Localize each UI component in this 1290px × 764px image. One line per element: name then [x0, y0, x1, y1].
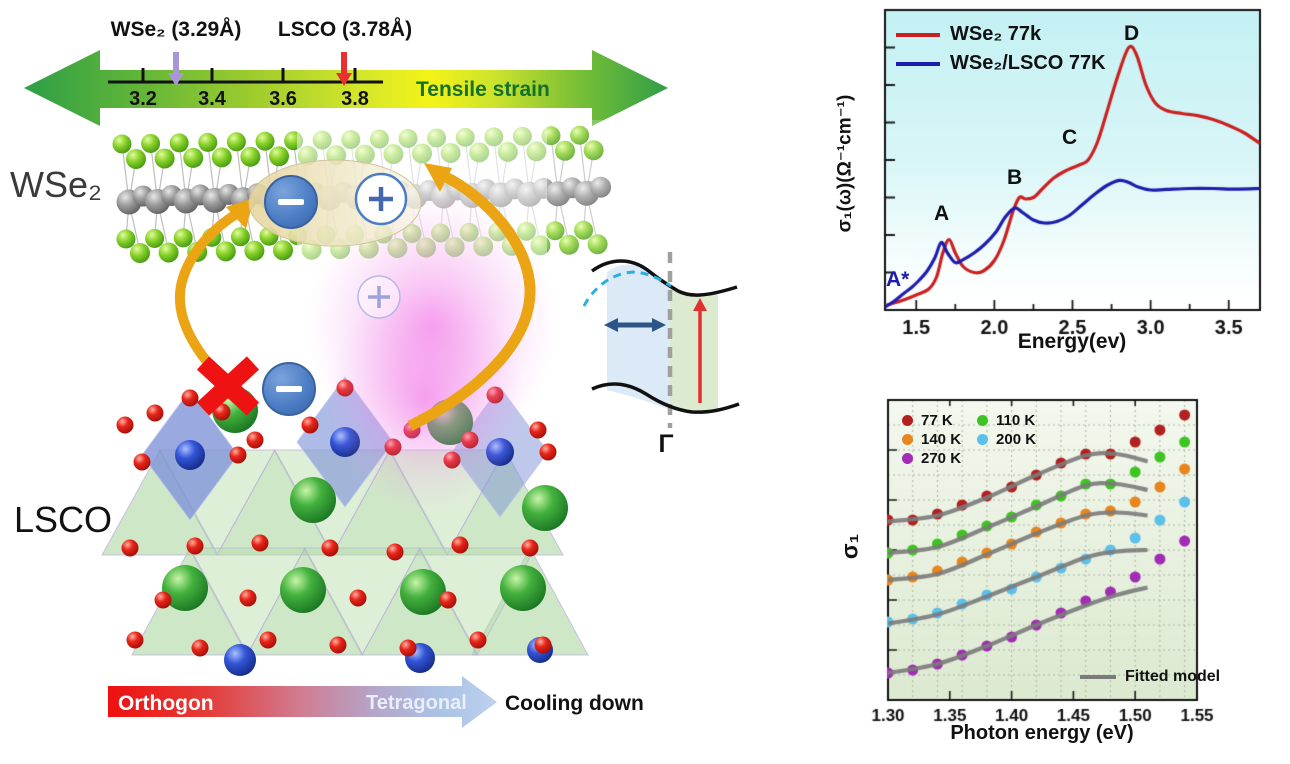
- legend-dot-swatch: [977, 434, 989, 445]
- band-diagram: Γ: [582, 252, 740, 458]
- strain-tick-label: 3.4: [198, 88, 227, 110]
- bottom-chart-x-axis-label: Photon energy (eV): [950, 722, 1134, 744]
- legend-item: 110 K: [977, 411, 1036, 430]
- shifted-band-dashed-curve: [582, 270, 672, 307]
- exciton-pair: [248, 159, 422, 247]
- fitted-model-label: Fitted model: [1125, 668, 1221, 685]
- red-cross-icon: [196, 356, 260, 416]
- top-chart-y-axis-label: σ₁(ω)(Ω⁻¹cm⁻¹): [834, 94, 856, 233]
- valence-band-curve: [591, 382, 740, 414]
- conduction-band-curve: [590, 259, 738, 297]
- gamma-label: Γ: [658, 430, 673, 458]
- wse2-fade-overlay: [547, 120, 615, 282]
- electron-circle: [264, 175, 318, 229]
- bottom-chart-legend: 77 K 140 K 270 K 110 K 200 K: [902, 411, 1036, 468]
- phase-arrow-body: [108, 676, 497, 728]
- legend-item: 77 K: [902, 411, 961, 430]
- peak-label-c: C: [1062, 126, 1078, 149]
- tetragonal-phase-label: Tetragonal: [366, 692, 467, 714]
- hole-circle: [354, 172, 408, 226]
- legend-dot-swatch: [902, 434, 913, 445]
- legend-label: 200 K: [996, 431, 1037, 448]
- orthogonal-phase-label: Orthogon: [118, 692, 214, 715]
- peak-label-a: A: [934, 202, 950, 225]
- band-green-region: [670, 287, 718, 411]
- momentum-arrow: [604, 318, 666, 332]
- schematic-panel: 3.2 3.4 3.6 3.8 WSe₂ (3.29Å) LSCO (3.78Å) T…: [10, 17, 740, 728]
- legend-item: 200 K: [977, 430, 1036, 449]
- band-blue-region: [607, 264, 670, 410]
- strain-scale: 3.2 3.4 3.6 3.8: [108, 68, 383, 110]
- peak-label-d: D: [1124, 22, 1140, 45]
- lsco-marker-arrowhead: [336, 73, 352, 86]
- strain-tick-label: 3.2: [129, 88, 157, 110]
- blocked-electron: [196, 356, 316, 416]
- legend-item: WSe₂ 77k: [896, 20, 1106, 49]
- lsco-material-label: LSCO: [14, 499, 112, 540]
- fitted-model-legend: Fitted model: [1080, 668, 1220, 686]
- wse2-marker-arrowhead: [168, 73, 184, 86]
- tensile-strain-arrow: 3.2 3.4 3.6 3.8 WSe₂ (3.29Å) LSCO (3.78Å) T…: [24, 17, 668, 126]
- strain-tick-label: 3.6: [269, 88, 297, 110]
- legend-dot-swatch: [902, 415, 913, 426]
- legend-label: 140 K: [921, 431, 962, 448]
- peak-label-a-star: A*: [886, 268, 910, 291]
- legend-dot-swatch: [902, 453, 913, 464]
- hole-glow: [307, 190, 557, 515]
- phase-arrow: Orthogon Tetragonal Cooling down: [108, 676, 644, 728]
- strain-arrow-body: [24, 50, 668, 126]
- electron-circle: [262, 362, 316, 416]
- legend-label: 270 K: [921, 450, 962, 467]
- right-charge-arrow: [407, 163, 536, 431]
- legend-label: 77 K: [921, 412, 953, 429]
- legend-label: WSe₂ 77k: [950, 23, 1042, 45]
- charts-canvas: [830, 0, 1290, 764]
- lsco-lattice-label: LSCO (3.78Å): [278, 17, 412, 41]
- legend-line-swatch: [896, 61, 940, 66]
- legend-dot-swatch: [977, 415, 989, 426]
- top-chart-x-axis-label: Energy(ev): [1017, 330, 1127, 353]
- bottom-chart-y-axis-label: σ₁: [836, 533, 863, 560]
- strain-tick-label: 3.8: [341, 88, 369, 110]
- legend-item: WSe₂/LSCO 77K: [896, 49, 1106, 78]
- legend-label: WSe₂/LSCO 77K: [950, 52, 1106, 74]
- legend-label: 110 K: [996, 412, 1036, 429]
- wse2-material-label: WSe₂: [10, 164, 102, 205]
- top-chart-legend: WSe₂ 77k WSe₂/LSCO 77K: [896, 20, 1106, 78]
- legend-line-swatch: [896, 32, 940, 37]
- cooling-down-label: Cooling down: [505, 692, 644, 715]
- fitted-model-swatch: [1080, 675, 1116, 679]
- legend-item: 270 K: [902, 449, 961, 468]
- tensile-strain-title: Tensile strain: [416, 78, 550, 101]
- wse2-lattice-label: WSe₂ (3.29Å): [111, 17, 242, 41]
- faint-hole-circle: [357, 275, 401, 319]
- peak-label-b: B: [1007, 166, 1023, 189]
- direct-transition-arrow: [693, 298, 707, 403]
- legend-item: 140 K: [902, 430, 961, 449]
